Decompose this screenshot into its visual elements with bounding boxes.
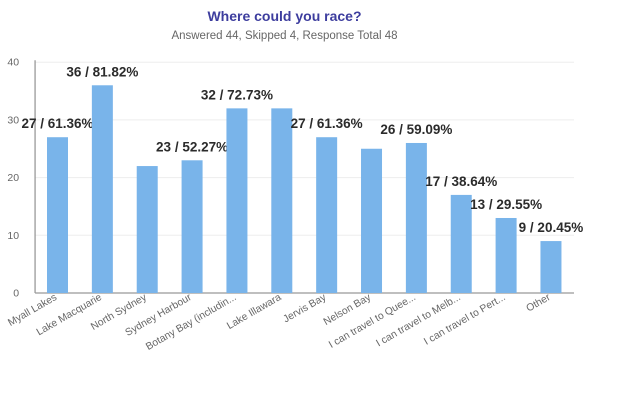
svg-text:27 / 61.36%: 27 / 61.36% — [291, 116, 363, 131]
svg-text:13 / 29.55%: 13 / 29.55% — [470, 197, 542, 212]
svg-text:0: 0 — [13, 288, 19, 300]
svg-text:23 / 52.27%: 23 / 52.27% — [156, 139, 228, 154]
svg-text:26 / 59.09%: 26 / 59.09% — [380, 122, 452, 137]
svg-text:20: 20 — [7, 172, 19, 184]
svg-text:27 / 61.36%: 27 / 61.36% — [21, 116, 93, 131]
svg-text:30: 30 — [7, 114, 19, 126]
svg-text:32 / 72.73%: 32 / 72.73% — [201, 87, 273, 102]
svg-text:Jervis Bay: Jervis Bay — [282, 292, 329, 326]
svg-text:I can travel to Pert...: I can travel to Pert... — [422, 292, 507, 348]
svg-text:36 / 81.82%: 36 / 81.82% — [66, 64, 138, 79]
svg-text:17 / 38.64%: 17 / 38.64% — [425, 174, 497, 189]
svg-text:10: 10 — [7, 230, 19, 242]
svg-text:Other: Other — [525, 292, 553, 315]
svg-text:I can travel to Melb...: I can travel to Melb... — [374, 292, 462, 349]
svg-text:9 / 20.45%: 9 / 20.45% — [519, 220, 584, 235]
svg-text:40: 40 — [7, 57, 19, 69]
